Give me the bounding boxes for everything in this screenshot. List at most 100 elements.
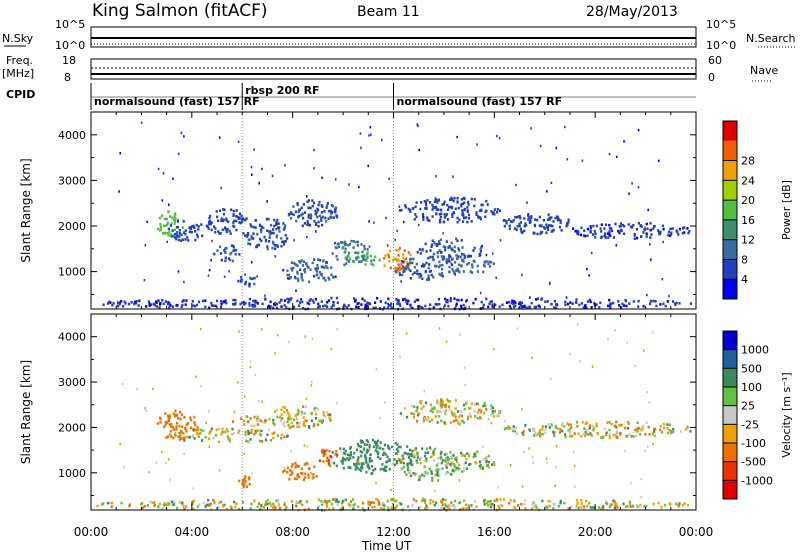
- range-gate-cell: [166, 302, 169, 306]
- range-gate-cell: [630, 435, 633, 438]
- range-gate-cell: [423, 200, 426, 203]
- range-gate-cell: [485, 260, 488, 263]
- range-gate-cell: [443, 421, 446, 424]
- range-gate-cell: [182, 299, 185, 302]
- range-gate-cell: [564, 433, 567, 436]
- echo-dot: [305, 397, 308, 401]
- echo-dot: [422, 215, 425, 219]
- range-gate-cell: [167, 417, 170, 421]
- range-gate-cell: [286, 409, 289, 412]
- colorbar-tick-label: 100: [741, 381, 762, 394]
- echo-dot: [456, 135, 458, 139]
- range-gate-cell: [537, 304, 540, 308]
- range-gate-cell: [512, 219, 515, 222]
- range-gate-cell: [460, 451, 463, 455]
- range-gate-cell: [471, 271, 474, 274]
- range-gate-cell: [178, 431, 181, 435]
- range-gate-cell: [409, 277, 412, 280]
- range-gate-cell: [297, 279, 300, 283]
- scatter-blob: [238, 475, 251, 489]
- range-gate-cell: [432, 450, 435, 453]
- echo-dot: [303, 444, 306, 447]
- range-gate-cell: [157, 505, 160, 508]
- range-gate-cell: [207, 498, 210, 502]
- range-gate-cell: [288, 477, 291, 481]
- range-gate-cell: [467, 216, 471, 220]
- range-gate-cell: [248, 284, 251, 288]
- range-gate-cell: [292, 424, 295, 428]
- range-gate-cell: [225, 427, 228, 431]
- range-gate-cell: [421, 212, 424, 216]
- range-gate-cell: [485, 456, 488, 459]
- range-gate-cell: [258, 429, 261, 432]
- range-gate-cell: [405, 299, 408, 302]
- range-gate-cell: [580, 505, 583, 509]
- echo-dot: [167, 458, 170, 461]
- range-gate-cell: [313, 220, 316, 223]
- range-gate-cell: [214, 230, 217, 234]
- range-gate-cell: [636, 428, 639, 432]
- echo-dot: [521, 408, 523, 411]
- range-gate-cell: [430, 470, 433, 473]
- range-gate-cell: [592, 233, 595, 236]
- range-gate-cell: [110, 501, 113, 505]
- echo-dot: [460, 255, 462, 259]
- range-gate-cell: [259, 419, 262, 423]
- range-gate-cell: [637, 221, 640, 225]
- range-gate-cell: [382, 507, 385, 511]
- range-gate-cell: [427, 274, 430, 278]
- echo-dot: [445, 340, 448, 343]
- range-gate-cell: [540, 224, 543, 227]
- range-gate-cell: [642, 304, 645, 308]
- range-gate-cell: [331, 451, 334, 454]
- echo-dot: [210, 430, 212, 433]
- range-gate-cell: [604, 236, 607, 239]
- range-gate-cell: [584, 305, 587, 309]
- range-gate-cell: [344, 458, 347, 462]
- range-gate-cell: [469, 270, 472, 273]
- range-gate-cell: [335, 246, 338, 250]
- range-gate-cell: [200, 439, 204, 442]
- range-gate-cell: [231, 259, 234, 263]
- range-gate-cell: [511, 220, 514, 224]
- x-tick-label: 00:00: [679, 525, 714, 539]
- range-gate-cell: [642, 231, 645, 234]
- echo-dot: [367, 164, 369, 168]
- range-gate-cell: [466, 452, 469, 455]
- range-gate-cell: [346, 457, 349, 460]
- range-gate-cell: [272, 506, 275, 510]
- range-gate-cell: [430, 455, 433, 459]
- range-gate-cell: [296, 272, 299, 275]
- range-gate-cell: [395, 504, 398, 508]
- range-gate-cell: [594, 235, 597, 239]
- range-gate-cell: [439, 215, 442, 219]
- nave-tick-top: 60: [708, 54, 722, 67]
- range-gate-cell: [383, 469, 386, 472]
- range-gate-cell: [352, 504, 355, 507]
- range-gate-cell: [256, 423, 259, 426]
- range-gate-cell: [425, 447, 429, 451]
- range-gate-cell: [351, 498, 355, 501]
- echo-dot: [529, 296, 531, 299]
- range-gate-cell: [352, 507, 355, 510]
- range-gate-cell: [223, 503, 226, 507]
- echo-dot: [549, 282, 551, 286]
- range-gate-cell: [686, 227, 689, 230]
- range-gate-cell: [432, 500, 435, 503]
- range-gate-cell: [169, 215, 172, 218]
- range-gate-cell: [623, 304, 626, 307]
- range-gate-cell: [283, 406, 287, 409]
- range-gate-cell: [538, 431, 541, 435]
- range-gate-cell: [414, 205, 417, 209]
- echo-dot: [515, 183, 517, 187]
- range-gate-cell: [524, 222, 527, 225]
- range-gate-cell: [265, 217, 268, 221]
- range-gate-cell: [541, 499, 544, 503]
- range-gate-cell: [662, 422, 665, 426]
- echo-dot: [218, 469, 221, 472]
- range-gate-cell: [361, 297, 364, 301]
- range-gate-cell: [264, 419, 267, 422]
- range-gate-cell: [452, 419, 455, 423]
- range-gate-cell: [544, 431, 547, 434]
- range-gate-cell: [280, 237, 283, 240]
